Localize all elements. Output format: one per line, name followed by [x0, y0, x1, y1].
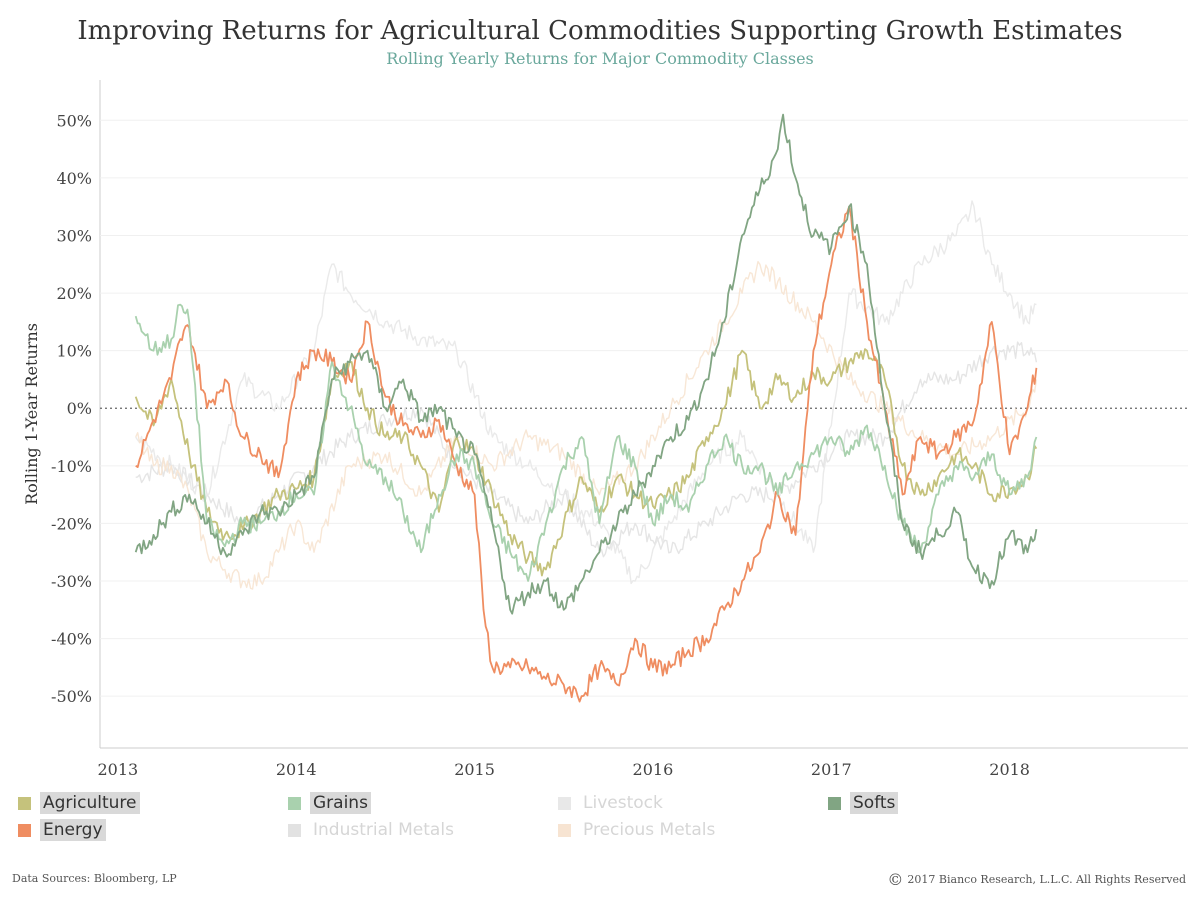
- y-tick-label: -20%: [51, 514, 92, 533]
- x-tick-label: 2015: [454, 760, 495, 779]
- x-tick-label: 2018: [989, 760, 1030, 779]
- legend-swatch: [558, 796, 571, 810]
- series-line-agriculture: [134, 348, 1038, 577]
- y-tick-label: -40%: [51, 630, 92, 649]
- x-tick-label: 2014: [276, 760, 317, 779]
- x-tick-label: 2016: [633, 760, 674, 779]
- data-source-note: Data Sources: Bloomberg, LP: [12, 872, 177, 885]
- legend-swatch: [18, 823, 31, 837]
- y-tick-label: 40%: [56, 169, 92, 188]
- chart-title: Improving Returns for Agricultural Commo…: [77, 16, 1123, 46]
- y-tick-label: 10%: [56, 342, 92, 361]
- legend-item-energy[interactable]: Energy: [18, 819, 106, 841]
- series-line-precious-metals: [135, 260, 1038, 590]
- x-tick-label: 2017: [811, 760, 852, 779]
- legend-label: Industrial Metals: [313, 820, 454, 840]
- legend-swatch: [558, 823, 571, 837]
- legend-item-livestock[interactable]: Livestock: [558, 792, 666, 814]
- series-line-industrial-metals: [135, 341, 1038, 558]
- legend-swatch: [288, 823, 301, 837]
- copyright-icon: ©: [887, 870, 904, 889]
- legend-item-agriculture[interactable]: Agriculture: [18, 792, 140, 814]
- legend-label: Energy: [40, 819, 106, 841]
- legend-label: Precious Metals: [583, 820, 716, 840]
- legend-label: Livestock: [583, 793, 663, 813]
- legend-item-softs[interactable]: Softs: [828, 792, 899, 814]
- y-tick-label: 50%: [56, 111, 92, 130]
- legend-item-precious-metals[interactable]: Precious Metals: [558, 819, 718, 841]
- chart-subtitle: Rolling Yearly Returns for Major Commodi…: [386, 49, 814, 68]
- y-tick-label: 0%: [67, 399, 92, 418]
- y-tick-label: -10%: [51, 457, 92, 476]
- series-line-livestock: [135, 200, 1037, 585]
- y-tick-label: -50%: [51, 687, 92, 706]
- copyright-note: © 2017 Bianco Research, L.L.C. All Right…: [887, 870, 1186, 889]
- legend-item-industrial-metals[interactable]: Industrial Metals: [288, 819, 457, 841]
- y-tick-label: -30%: [51, 572, 92, 591]
- y-tick-label: 30%: [56, 226, 92, 245]
- legend-label: Agriculture: [40, 792, 140, 814]
- copyright-text: 2017 Bianco Research, L.L.C. All Rights …: [907, 873, 1186, 886]
- series-line-energy: [135, 205, 1038, 703]
- legend-label: Grains: [310, 792, 371, 814]
- legend-swatch: [288, 796, 301, 810]
- series-line-softs: [134, 113, 1038, 615]
- series-line-grains: [134, 303, 1038, 582]
- y-axis-title: Rolling 1-Year Returns: [22, 323, 41, 505]
- legend-swatch: [828, 796, 841, 810]
- y-tick-label: 20%: [56, 284, 92, 303]
- legend-item-grains[interactable]: Grains: [288, 792, 371, 814]
- legend-swatch: [18, 796, 31, 810]
- legend-label: Softs: [850, 792, 899, 814]
- x-tick-label: 2013: [97, 760, 138, 779]
